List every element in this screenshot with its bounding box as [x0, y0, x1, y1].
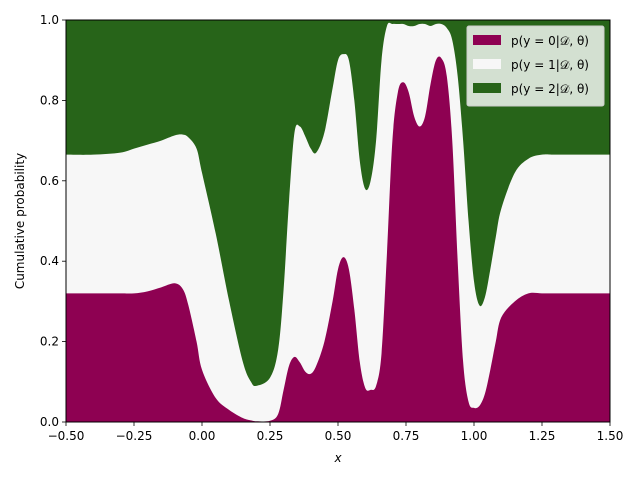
plot-area	[66, 20, 610, 423]
y-tick-label: 0.0	[40, 415, 59, 429]
x-tick-label: 1.50	[597, 429, 624, 443]
y-tick-label: 0.8	[40, 93, 59, 107]
area-series-y0	[66, 56, 610, 423]
y-tick-label: 0.6	[40, 174, 59, 188]
legend: p(y = 0|𝒟, θ) p(y = 1|𝒟, θ) p(y = 2|𝒟, θ…	[466, 25, 605, 107]
x-axis: −0.50 −0.25 0.00 0.25 0.50 0.75 1.00 1.25 1.50	[48, 422, 624, 443]
legend-entry-y0: p(y = 0|𝒟, θ)	[511, 34, 589, 48]
legend-swatch-y1	[473, 59, 501, 69]
x-tick-label: 0.75	[393, 429, 420, 443]
x-tick-label: 0.50	[325, 429, 352, 443]
legend-swatch-y2	[473, 83, 501, 93]
x-tick-label: 0.00	[189, 429, 216, 443]
y-axis: 0.0 0.2 0.4 0.6 0.8 1.0	[40, 13, 66, 429]
legend-box	[466, 25, 605, 107]
y-tick-label: 0.4	[40, 254, 59, 268]
legend-entry-y2: p(y = 2|𝒟, θ)	[511, 82, 589, 96]
area-series-y1	[66, 22, 610, 423]
y-tick-label: 1.0	[40, 13, 59, 27]
y-axis-label: Cumulative probability	[13, 153, 27, 289]
y-tick-label: 0.2	[40, 335, 59, 349]
legend-entry-y1: p(y = 1|𝒟, θ)	[511, 58, 589, 72]
legend-swatch-y0	[473, 35, 501, 45]
x-tick-label: −0.50	[48, 429, 85, 443]
x-tick-label: 1.00	[461, 429, 488, 443]
x-axis-label: x	[333, 451, 342, 465]
x-tick-label: 0.25	[257, 429, 284, 443]
x-tick-label: −0.25	[116, 429, 153, 443]
x-tick-label: 1.25	[529, 429, 556, 443]
